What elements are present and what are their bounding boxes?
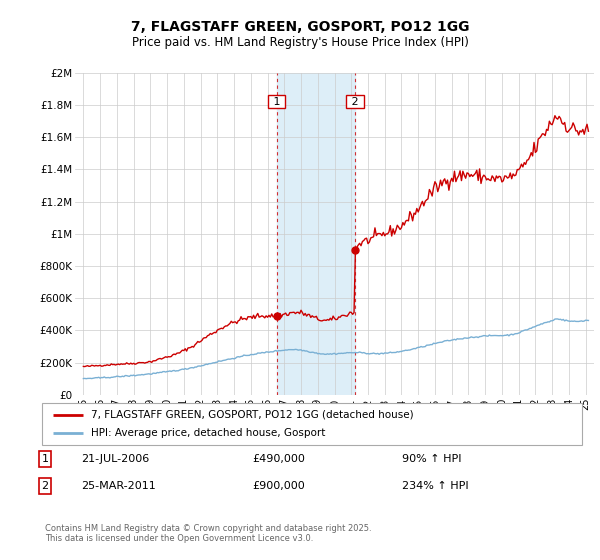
Bar bbox=[277, 73, 355, 395]
Text: 7, FLAGSTAFF GREEN, GOSPORT, PO12 1GG (detached house): 7, FLAGSTAFF GREEN, GOSPORT, PO12 1GG (d… bbox=[91, 410, 413, 420]
Text: Contains HM Land Registry data © Crown copyright and database right 2025.
This d: Contains HM Land Registry data © Crown c… bbox=[45, 524, 371, 543]
Text: £490,000: £490,000 bbox=[252, 454, 305, 464]
Text: Price paid vs. HM Land Registry's House Price Index (HPI): Price paid vs. HM Land Registry's House … bbox=[131, 36, 469, 49]
Text: 2: 2 bbox=[348, 97, 362, 107]
Text: 2: 2 bbox=[41, 481, 49, 491]
Text: 1: 1 bbox=[270, 97, 284, 107]
Text: 1: 1 bbox=[41, 454, 49, 464]
Text: 21-JUL-2006: 21-JUL-2006 bbox=[81, 454, 149, 464]
Text: 90% ↑ HPI: 90% ↑ HPI bbox=[402, 454, 461, 464]
Text: 234% ↑ HPI: 234% ↑ HPI bbox=[402, 481, 469, 491]
Text: 7, FLAGSTAFF GREEN, GOSPORT, PO12 1GG: 7, FLAGSTAFF GREEN, GOSPORT, PO12 1GG bbox=[131, 20, 469, 34]
FancyBboxPatch shape bbox=[42, 403, 582, 445]
Text: 25-MAR-2011: 25-MAR-2011 bbox=[81, 481, 156, 491]
Text: HPI: Average price, detached house, Gosport: HPI: Average price, detached house, Gosp… bbox=[91, 428, 325, 438]
Text: £900,000: £900,000 bbox=[252, 481, 305, 491]
